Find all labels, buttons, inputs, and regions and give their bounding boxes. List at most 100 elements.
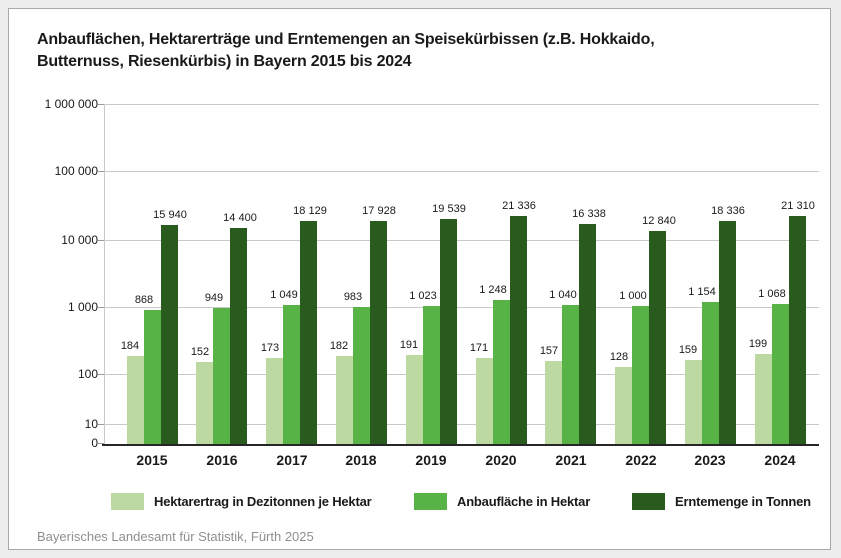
source-note: Bayerisches Landesamt für Statistik, Für… — [37, 529, 314, 544]
bar-value-label: 18 129 — [293, 205, 327, 217]
gridline — [104, 374, 819, 375]
bar-anbauflaeche — [493, 300, 510, 444]
x-axis-year-label: 2019 — [415, 452, 447, 468]
bar-anbauflaeche — [632, 306, 649, 444]
x-axis-year-label: 2017 — [276, 452, 308, 468]
bar-value-label: 184 — [120, 340, 140, 352]
x-axis-line — [102, 444, 819, 446]
y-tick-mark — [98, 104, 104, 105]
x-axis-year-label: 2021 — [555, 452, 587, 468]
y-tick-label: 1 000 000 — [44, 97, 98, 111]
y-axis-line — [104, 104, 105, 444]
bar-hektarertrag — [336, 356, 353, 444]
y-tick-mark — [98, 171, 104, 172]
y-tick-label: 10 — [84, 417, 98, 431]
bar-value-label: 199 — [748, 338, 768, 350]
legend-swatch — [632, 492, 665, 510]
bar-value-label: 152 — [190, 346, 210, 358]
x-axis-year-label: 2023 — [694, 452, 726, 468]
bar-value-label: 1 248 — [479, 284, 507, 296]
bar-value-label: 17 928 — [362, 205, 396, 217]
x-axis-year-label: 2016 — [206, 452, 238, 468]
bar-hektarertrag — [406, 355, 423, 444]
bar-hektarertrag — [755, 354, 772, 444]
bar-hektarertrag — [127, 356, 144, 444]
chart-card: Anbauflächen, Hektarerträge und Erntemen… — [8, 8, 831, 550]
chart-title-line1: Anbauflächen, Hektarerträge und Erntemen… — [37, 31, 655, 48]
bar-erntemenge — [579, 224, 596, 444]
y-tick-mark — [98, 240, 104, 241]
bar-value-label: 949 — [204, 292, 224, 304]
x-axis-year-label: 2024 — [764, 452, 796, 468]
gridline — [104, 307, 819, 308]
bar-anbauflaeche — [144, 310, 161, 444]
bar-value-label: 868 — [134, 294, 154, 306]
bar-erntemenge — [510, 216, 527, 444]
gridline — [104, 424, 819, 425]
bar-value-label: 1 068 — [758, 288, 786, 300]
bar-hektarertrag — [476, 358, 493, 444]
bar-value-label: 157 — [539, 345, 559, 357]
gridline — [104, 104, 819, 105]
y-tick-label: 100 — [77, 367, 98, 381]
y-tick-mark — [98, 424, 104, 425]
bar-value-label: 1 023 — [409, 290, 437, 302]
bar-value-label: 983 — [343, 291, 363, 303]
x-axis-year-label: 2018 — [345, 452, 377, 468]
x-axis-year-label: 2022 — [625, 452, 657, 468]
legend-item: Hektarertrag in Dezitonnen je Hektar — [111, 492, 372, 510]
gridline — [104, 240, 819, 241]
bar-erntemenge — [649, 231, 666, 444]
y-tick-mark — [98, 307, 104, 308]
y-tick-label: 10 000 — [61, 233, 98, 247]
y-tick-label: 1 000 — [67, 300, 98, 314]
y-tick-label: 0 — [91, 436, 98, 450]
bar-value-label: 18 336 — [711, 205, 745, 217]
bar-anbauflaeche — [702, 302, 719, 444]
plot-area: 1 000 000 100 000 10 000 1 000 100 10 0 184 868 1… — [45, 98, 819, 468]
bar-hektarertrag — [615, 367, 632, 444]
bar-value-label: 128 — [609, 351, 629, 363]
bar-anbauflaeche — [562, 305, 579, 444]
bar-value-label: 173 — [260, 342, 280, 354]
legend-label: Anbaufläche in Hektar — [457, 493, 591, 509]
bar-value-label: 191 — [399, 339, 419, 351]
legend-label: Hektarertrag in Dezitonnen je Hektar — [154, 493, 372, 509]
bar-value-label: 19 539 — [432, 203, 466, 215]
bar-value-label: 21 310 — [781, 200, 815, 212]
bar-value-label: 159 — [678, 344, 698, 356]
legend-item: Erntemenge in Tonnen — [632, 492, 811, 510]
x-axis-year-label: 2020 — [485, 452, 517, 468]
bar-erntemenge — [230, 228, 247, 444]
bar-hektarertrag — [545, 361, 562, 444]
legend-swatch — [414, 492, 447, 510]
bar-value-label: 1 040 — [549, 289, 577, 301]
bar-anbauflaeche — [353, 307, 370, 444]
y-tick-label: 100 000 — [54, 164, 98, 178]
bar-erntemenge — [789, 216, 806, 444]
chart-title: Anbauflächen, Hektarerträge und Erntemen… — [37, 29, 817, 73]
bar-hektarertrag — [196, 362, 213, 444]
bar-erntemenge — [161, 225, 178, 444]
bar-erntemenge — [300, 221, 317, 444]
gridline — [104, 171, 819, 172]
bar-erntemenge — [719, 221, 736, 444]
bar-anbauflaeche — [423, 306, 440, 444]
bar-anbauflaeche — [213, 308, 230, 444]
bar-hektarertrag — [685, 360, 702, 444]
bar-erntemenge — [440, 219, 457, 444]
legend: Hektarertrag in Dezitonnen je Hektar Anba… — [9, 492, 841, 512]
bar-anbauflaeche — [772, 304, 789, 444]
bar-value-label: 1 154 — [688, 286, 716, 298]
bar-value-label: 182 — [329, 340, 349, 352]
bar-value-label: 16 338 — [572, 208, 606, 220]
bar-hektarertrag — [266, 358, 283, 444]
bar-value-label: 1 000 — [619, 290, 647, 302]
bar-value-label: 171 — [469, 342, 489, 354]
bar-anbauflaeche — [283, 305, 300, 444]
legend-swatch — [111, 492, 144, 510]
bar-value-label: 15 940 — [153, 209, 187, 221]
legend-label: Erntemenge in Tonnen — [675, 493, 811, 509]
y-tick-mark — [98, 374, 104, 375]
